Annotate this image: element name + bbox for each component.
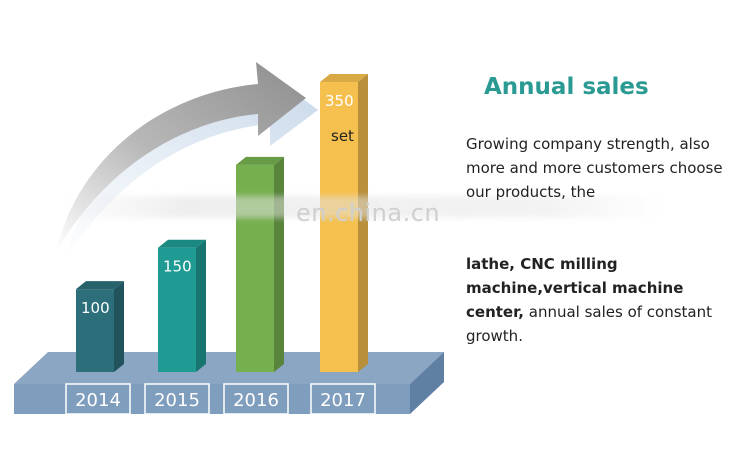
description-products: lathe, CNC milling machine,vertical mach… bbox=[466, 255, 684, 321]
growth-arrow-shadow-icon bbox=[64, 74, 318, 262]
bar-2016 bbox=[236, 156, 284, 372]
category-label-2015: 2015 bbox=[154, 390, 200, 411]
category-label-2014: 2014 bbox=[75, 390, 121, 411]
watermark-band bbox=[64, 196, 664, 218]
bar-2017 bbox=[320, 74, 368, 372]
description-line1: Growing company strength, also more and … bbox=[466, 135, 723, 201]
value-label-2017: 350 bbox=[325, 92, 354, 110]
unit-label: set bbox=[331, 127, 354, 145]
category-box-2017 bbox=[310, 383, 376, 415]
description-line2: lathe, CNC milling machine,vertical mach… bbox=[466, 252, 736, 348]
description-text: Growing company strength, also more and … bbox=[466, 132, 736, 348]
description-line2-rest: annual sales of constant growth. bbox=[466, 303, 713, 345]
value-label-2015: 150 bbox=[163, 258, 192, 276]
value-label-2014: 100 bbox=[81, 299, 110, 317]
category-box-2015 bbox=[144, 383, 210, 415]
category-box-2014 bbox=[65, 383, 131, 415]
growth-arrow-icon bbox=[56, 62, 306, 252]
category-box-2016 bbox=[223, 383, 289, 415]
category-label-2016: 2016 bbox=[233, 390, 279, 411]
section-title: Annual sales bbox=[484, 74, 649, 100]
bar-2014 bbox=[76, 281, 124, 372]
bar-2015 bbox=[158, 239, 206, 372]
category-label-2017: 2017 bbox=[320, 390, 366, 411]
watermark-text: en.china.cn bbox=[296, 199, 441, 227]
